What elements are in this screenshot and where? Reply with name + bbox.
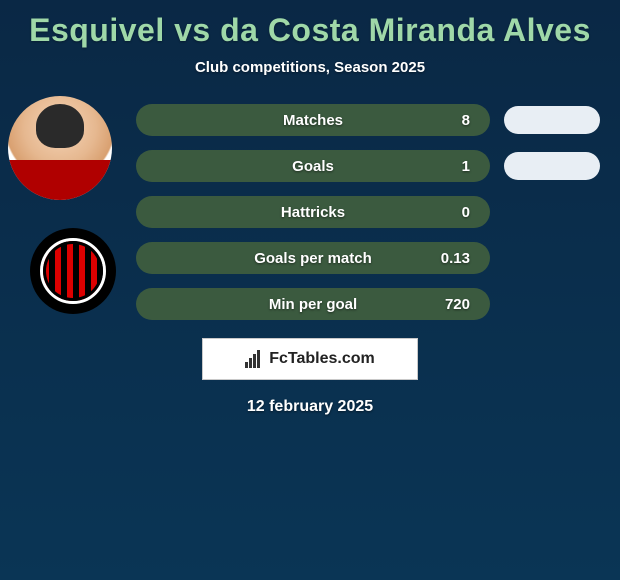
- stat-bar-hattricks: Hattricks 0: [136, 196, 490, 228]
- stat-row: Hattricks 0: [136, 196, 600, 228]
- bar-chart-icon: [245, 350, 263, 368]
- club-badge: [30, 228, 116, 314]
- stat-row: Goals 1: [136, 150, 600, 182]
- brand-text: FcTables.com: [269, 350, 375, 368]
- stat-label: Min per goal: [269, 296, 357, 313]
- stat-bar-matches: Matches 8: [136, 104, 490, 136]
- player-avatar: [8, 96, 112, 200]
- stat-bar-gpm: Goals per match 0.13: [136, 242, 490, 274]
- stat-label: Goals per match: [254, 250, 372, 267]
- opponent-pill: [504, 152, 600, 180]
- stat-value: 0: [462, 204, 470, 221]
- stat-bar-goals: Goals 1: [136, 150, 490, 182]
- opponent-pill: [504, 106, 600, 134]
- stat-label: Goals: [292, 158, 334, 175]
- subtitle: Club competitions, Season 2025: [0, 59, 620, 76]
- stat-bar-mpg: Min per goal 720: [136, 288, 490, 320]
- brand-box[interactable]: FcTables.com: [202, 338, 418, 380]
- comparison-content: Matches 8 Goals 1 Hattricks 0 Goals per …: [0, 104, 620, 320]
- stat-value: 1: [462, 158, 470, 175]
- stat-value: 0.13: [441, 250, 470, 267]
- club-badge-inner: [40, 238, 106, 304]
- stat-row: Goals per match 0.13: [136, 242, 600, 274]
- stat-row: Matches 8: [136, 104, 600, 136]
- stat-row: Min per goal 720: [136, 288, 600, 320]
- avatar-column: [8, 96, 118, 314]
- stat-label: Matches: [283, 112, 343, 129]
- page-title: Esquivel vs da Costa Miranda Alves: [0, 0, 620, 49]
- stat-value: 720: [445, 296, 470, 313]
- stat-label: Hattricks: [281, 204, 345, 221]
- stat-value: 8: [462, 112, 470, 129]
- date-label: 12 february 2025: [0, 398, 620, 416]
- stats-bars: Matches 8 Goals 1 Hattricks 0 Goals per …: [136, 104, 600, 320]
